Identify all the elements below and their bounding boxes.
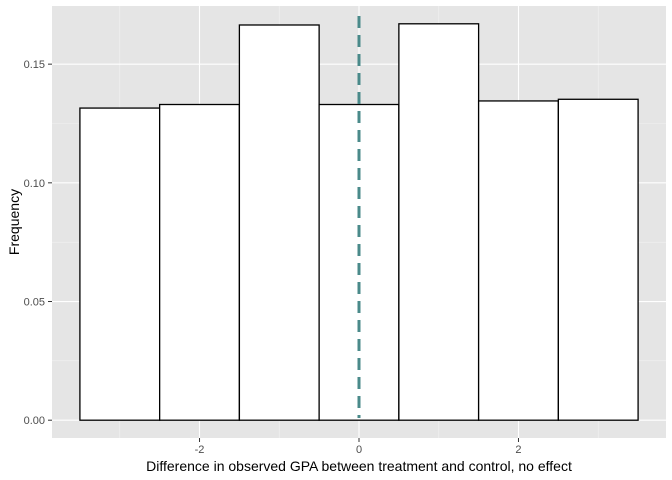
y-axis: 0.00 0.05 0.10 0.15 [24, 59, 52, 427]
histogram-bar [398, 23, 480, 421]
y-tick-label: 0.05 [24, 297, 45, 309]
x-tick-label: 2 [515, 444, 521, 456]
y-axis-title: Frequency [6, 189, 22, 255]
histogram-bar [158, 103, 241, 421]
histogram-bars [79, 23, 639, 421]
histogram-bar [477, 100, 560, 421]
x-axis: -2 0 2 [195, 438, 522, 456]
histogram-bar [79, 107, 161, 421]
histogram-bar [238, 24, 320, 421]
y-tick-label: 0.15 [24, 59, 45, 71]
x-tick-label: 0 [356, 444, 362, 456]
x-axis-title: Difference in observed GPA between treat… [146, 458, 572, 474]
histogram-bar [557, 98, 639, 421]
x-tick-label: -2 [195, 444, 205, 456]
y-tick-label: 0.00 [24, 415, 45, 427]
y-tick-label: 0.10 [24, 178, 45, 190]
